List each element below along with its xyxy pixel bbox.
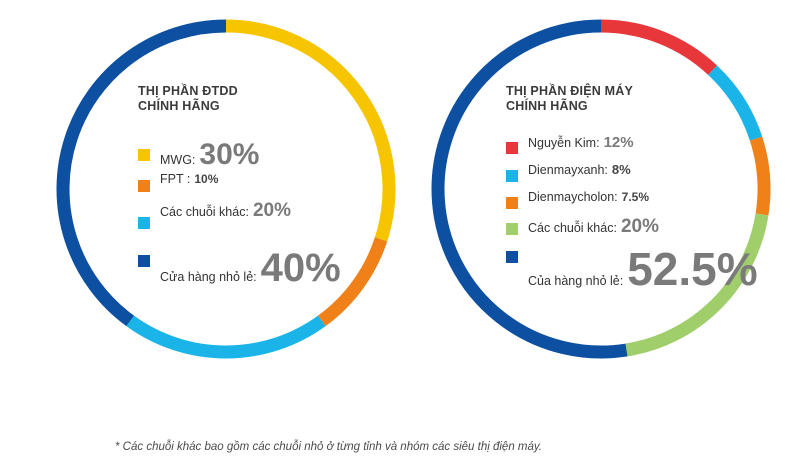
data-label: 10%	[194, 172, 219, 186]
legend-swatch	[138, 217, 150, 229]
legend-label: Các chuỗi khác:	[160, 205, 249, 219]
legend-item-mwg: MWG: 30%	[138, 138, 341, 172]
data-label: 20%	[620, 216, 659, 237]
legend-swatch	[138, 255, 150, 267]
legend-swatch	[138, 180, 150, 192]
legend-swatch	[506, 142, 518, 154]
chart-title-phone-market: THỊ PHẦN ĐTDD CHÍNH HÃNG	[138, 84, 238, 113]
legend-item-dienmaycholon: Dienmaycholon: 7.5%	[506, 190, 758, 216]
legend-item-nguyen-kim: Nguyễn Kim: 12%	[506, 134, 758, 162]
data-label: 20%	[252, 200, 291, 221]
legend-swatch	[506, 170, 518, 182]
donut-slice-các-chuỗi-khác	[625, 213, 769, 357]
data-label: 52.5%	[627, 243, 758, 295]
donut-slice-cửa-hàng-nhỏ-lẻ	[56, 19, 227, 327]
donut-chart-phone-market	[56, 19, 396, 359]
legend-label: Dienmayxanh:	[528, 163, 608, 177]
data-label: 8%	[611, 162, 631, 177]
legend-label: FPT :	[160, 172, 191, 186]
donut-slice-nguyễn-kim	[600, 19, 718, 75]
legend-label: Dienmaycholon:	[528, 190, 618, 204]
chart-title-electronics-market: THỊ PHẦN ĐIỆN MÁY CHÍNH HÃNG	[506, 84, 634, 113]
legend-panel-phone-market: THỊ PHẦN ĐTDD CHÍNH HÃNG MWG: 30% FPT : …	[138, 84, 341, 290]
donut-slice-các-chuỗi-khác	[126, 315, 326, 359]
donut-chart-electronics-market	[431, 19, 771, 359]
legend-item-small-stores: Của hàng nhỏ lẻ: 52.5%	[506, 242, 758, 295]
legend-item-other-chains: Các chuỗi khác: 20%	[138, 200, 341, 246]
legend-label: MWG:	[160, 153, 196, 167]
legend-panel-electronics-market: THỊ PHẦN ĐIỆN MÁY CHÍNH HÃNG Nguyễn Kim:…	[506, 84, 758, 295]
legend-swatch	[138, 149, 150, 161]
data-label: 7.5%	[621, 190, 649, 204]
donut-slice-dienmayxanh	[708, 65, 763, 141]
donut-slice-mwg	[225, 19, 396, 242]
legend-label: Cửa hàng nhỏ lẻ:	[160, 270, 257, 284]
donut-slice-cửa-hàng-nhỏ-lẻ	[431, 19, 628, 359]
legend-item-other-chains: Các chuỗi khác: 20%	[506, 216, 758, 242]
legend-swatch	[506, 197, 518, 209]
legend-item-small-stores: Cửa hàng nhỏ lẻ: 40%	[138, 246, 341, 290]
data-label: 30%	[199, 138, 260, 171]
footnote: * Các chuỗi khác bao gồm các chuỗi nhỏ ở…	[115, 441, 542, 453]
donut-slice-dienmaycholon	[749, 136, 771, 216]
legend-item-dienmayxanh: Dienmayxanh: 8%	[506, 162, 758, 190]
legend-label: Các chuỗi khác:	[528, 221, 617, 235]
legend-label: Của hàng nhỏ lẻ:	[528, 274, 624, 288]
data-label: 12%	[603, 134, 634, 151]
legend-label: Nguyễn Kim:	[528, 136, 600, 150]
donut-slice-fpt	[317, 237, 388, 327]
legend-swatch	[506, 223, 518, 235]
data-label: 40%	[260, 246, 341, 290]
legend-item-fpt: FPT : 10%	[138, 172, 341, 200]
legend-swatch	[506, 251, 518, 263]
